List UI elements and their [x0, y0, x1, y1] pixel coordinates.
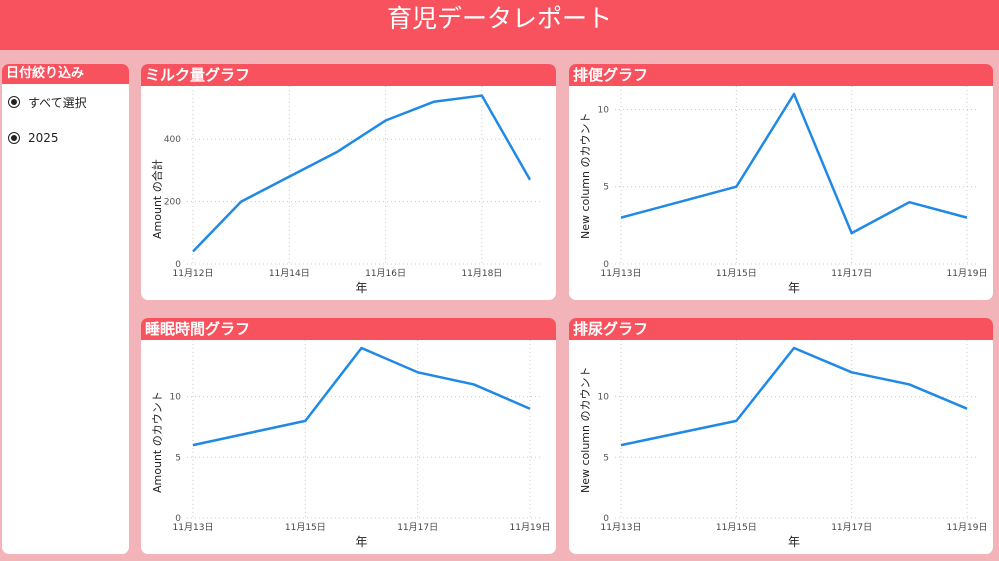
y-tick-label: 5	[603, 183, 609, 193]
option-label: 2025	[28, 131, 59, 145]
x-axis-label: 年	[355, 535, 368, 549]
x-tick-label: 11月19日	[947, 268, 988, 279]
x-tick-label: 11月15日	[716, 522, 757, 533]
x-tick-label: 11月17日	[831, 268, 872, 279]
data-line	[192, 94, 532, 253]
y-tick-label: 400	[164, 135, 181, 145]
x-tick-label: 11月18日	[461, 268, 502, 279]
y-tick-label: 10	[170, 393, 182, 403]
data-line	[620, 92, 968, 235]
line-chart: 0 5 10 11月13日 11月15日 11月17日 11月19日	[598, 86, 988, 279]
y-tick-label: 0	[603, 514, 609, 524]
y-tick-label: 0	[603, 260, 609, 270]
stool-chart-card[interactable]: 排便グラフ 0 5 10 11月13日 11月15日 11月17日 11月19日 New col…	[569, 64, 993, 300]
x-tick-label: 11月19日	[510, 522, 551, 533]
y-tick-label: 10	[598, 393, 610, 403]
y-tick-label: 200	[164, 198, 181, 208]
slicer-title: 日付絞り込み	[2, 64, 129, 84]
filter-option-2025[interactable]: 2025	[8, 130, 129, 146]
x-axis-label: 年	[355, 281, 368, 295]
x-tick-label: 11月15日	[285, 522, 326, 533]
chart-title: ミルク量グラフ	[141, 64, 556, 86]
data-line	[192, 346, 531, 447]
x-tick-label: 11月13日	[601, 522, 642, 533]
x-tick-label: 11月15日	[716, 268, 757, 279]
y-tick-label: 5	[603, 453, 609, 463]
y-axis-label: Amount の合計	[151, 159, 164, 239]
x-tick-label: 11月16日	[365, 268, 406, 279]
urine-chart-card[interactable]: 排尿グラフ 0 5 10 11月13日 11月15日 11月17日 11月19日 New col…	[569, 318, 993, 554]
sleep-chart-card[interactable]: 睡眠時間グラフ 0 5 10 11月13日 11月15日 11月17日 11月19日 Amoun…	[141, 318, 556, 554]
filter-option-select-all[interactable]: すべて選択	[8, 94, 129, 110]
x-tick-label: 11月19日	[947, 522, 988, 533]
x-axis-label: 年	[788, 281, 801, 295]
y-axis-label: New column のカウント	[579, 366, 592, 493]
line-chart: 0 5 10 11月13日 11月15日 11月17日 11月19日	[598, 340, 988, 533]
y-tick-label: 10	[598, 105, 610, 115]
y-axis-label: New column のカウント	[579, 112, 592, 239]
date-filter-slicer: 日付絞り込み すべて選択 2025	[2, 64, 129, 554]
y-tick-label: 0	[175, 260, 181, 270]
x-tick-label: 11月17日	[397, 522, 438, 533]
data-line	[620, 346, 968, 447]
line-chart: 0 200 400 11月12日 11月14日 11月16日 11月18日	[164, 86, 540, 279]
x-tick-label: 11月13日	[173, 522, 214, 533]
radio-icon[interactable]	[8, 96, 20, 108]
line-chart: 0 5 10 11月13日 11月15日 11月17日 11月19日	[170, 340, 551, 533]
report-title: 育児データレポート	[0, 0, 999, 50]
x-tick-label: 11月12日	[173, 268, 214, 279]
x-axis-label: 年	[788, 535, 801, 549]
chart-title: 排尿グラフ	[569, 318, 993, 340]
milk-chart-card[interactable]: ミルク量グラフ 0 200 400 11月12日 11月14日 11月16日 11月18日 Am…	[141, 64, 556, 300]
y-axis-label: Amount のカウント	[151, 391, 164, 493]
radio-icon[interactable]	[8, 132, 20, 144]
chart-title: 排便グラフ	[569, 64, 993, 86]
x-tick-label: 11月14日	[269, 268, 310, 279]
chart-title: 睡眠時間グラフ	[141, 318, 556, 340]
option-label: すべて選択	[28, 95, 87, 110]
y-tick-label: 0	[175, 514, 181, 524]
x-tick-label: 11月17日	[831, 522, 872, 533]
y-tick-label: 5	[175, 453, 181, 463]
x-tick-label: 11月13日	[601, 268, 642, 279]
